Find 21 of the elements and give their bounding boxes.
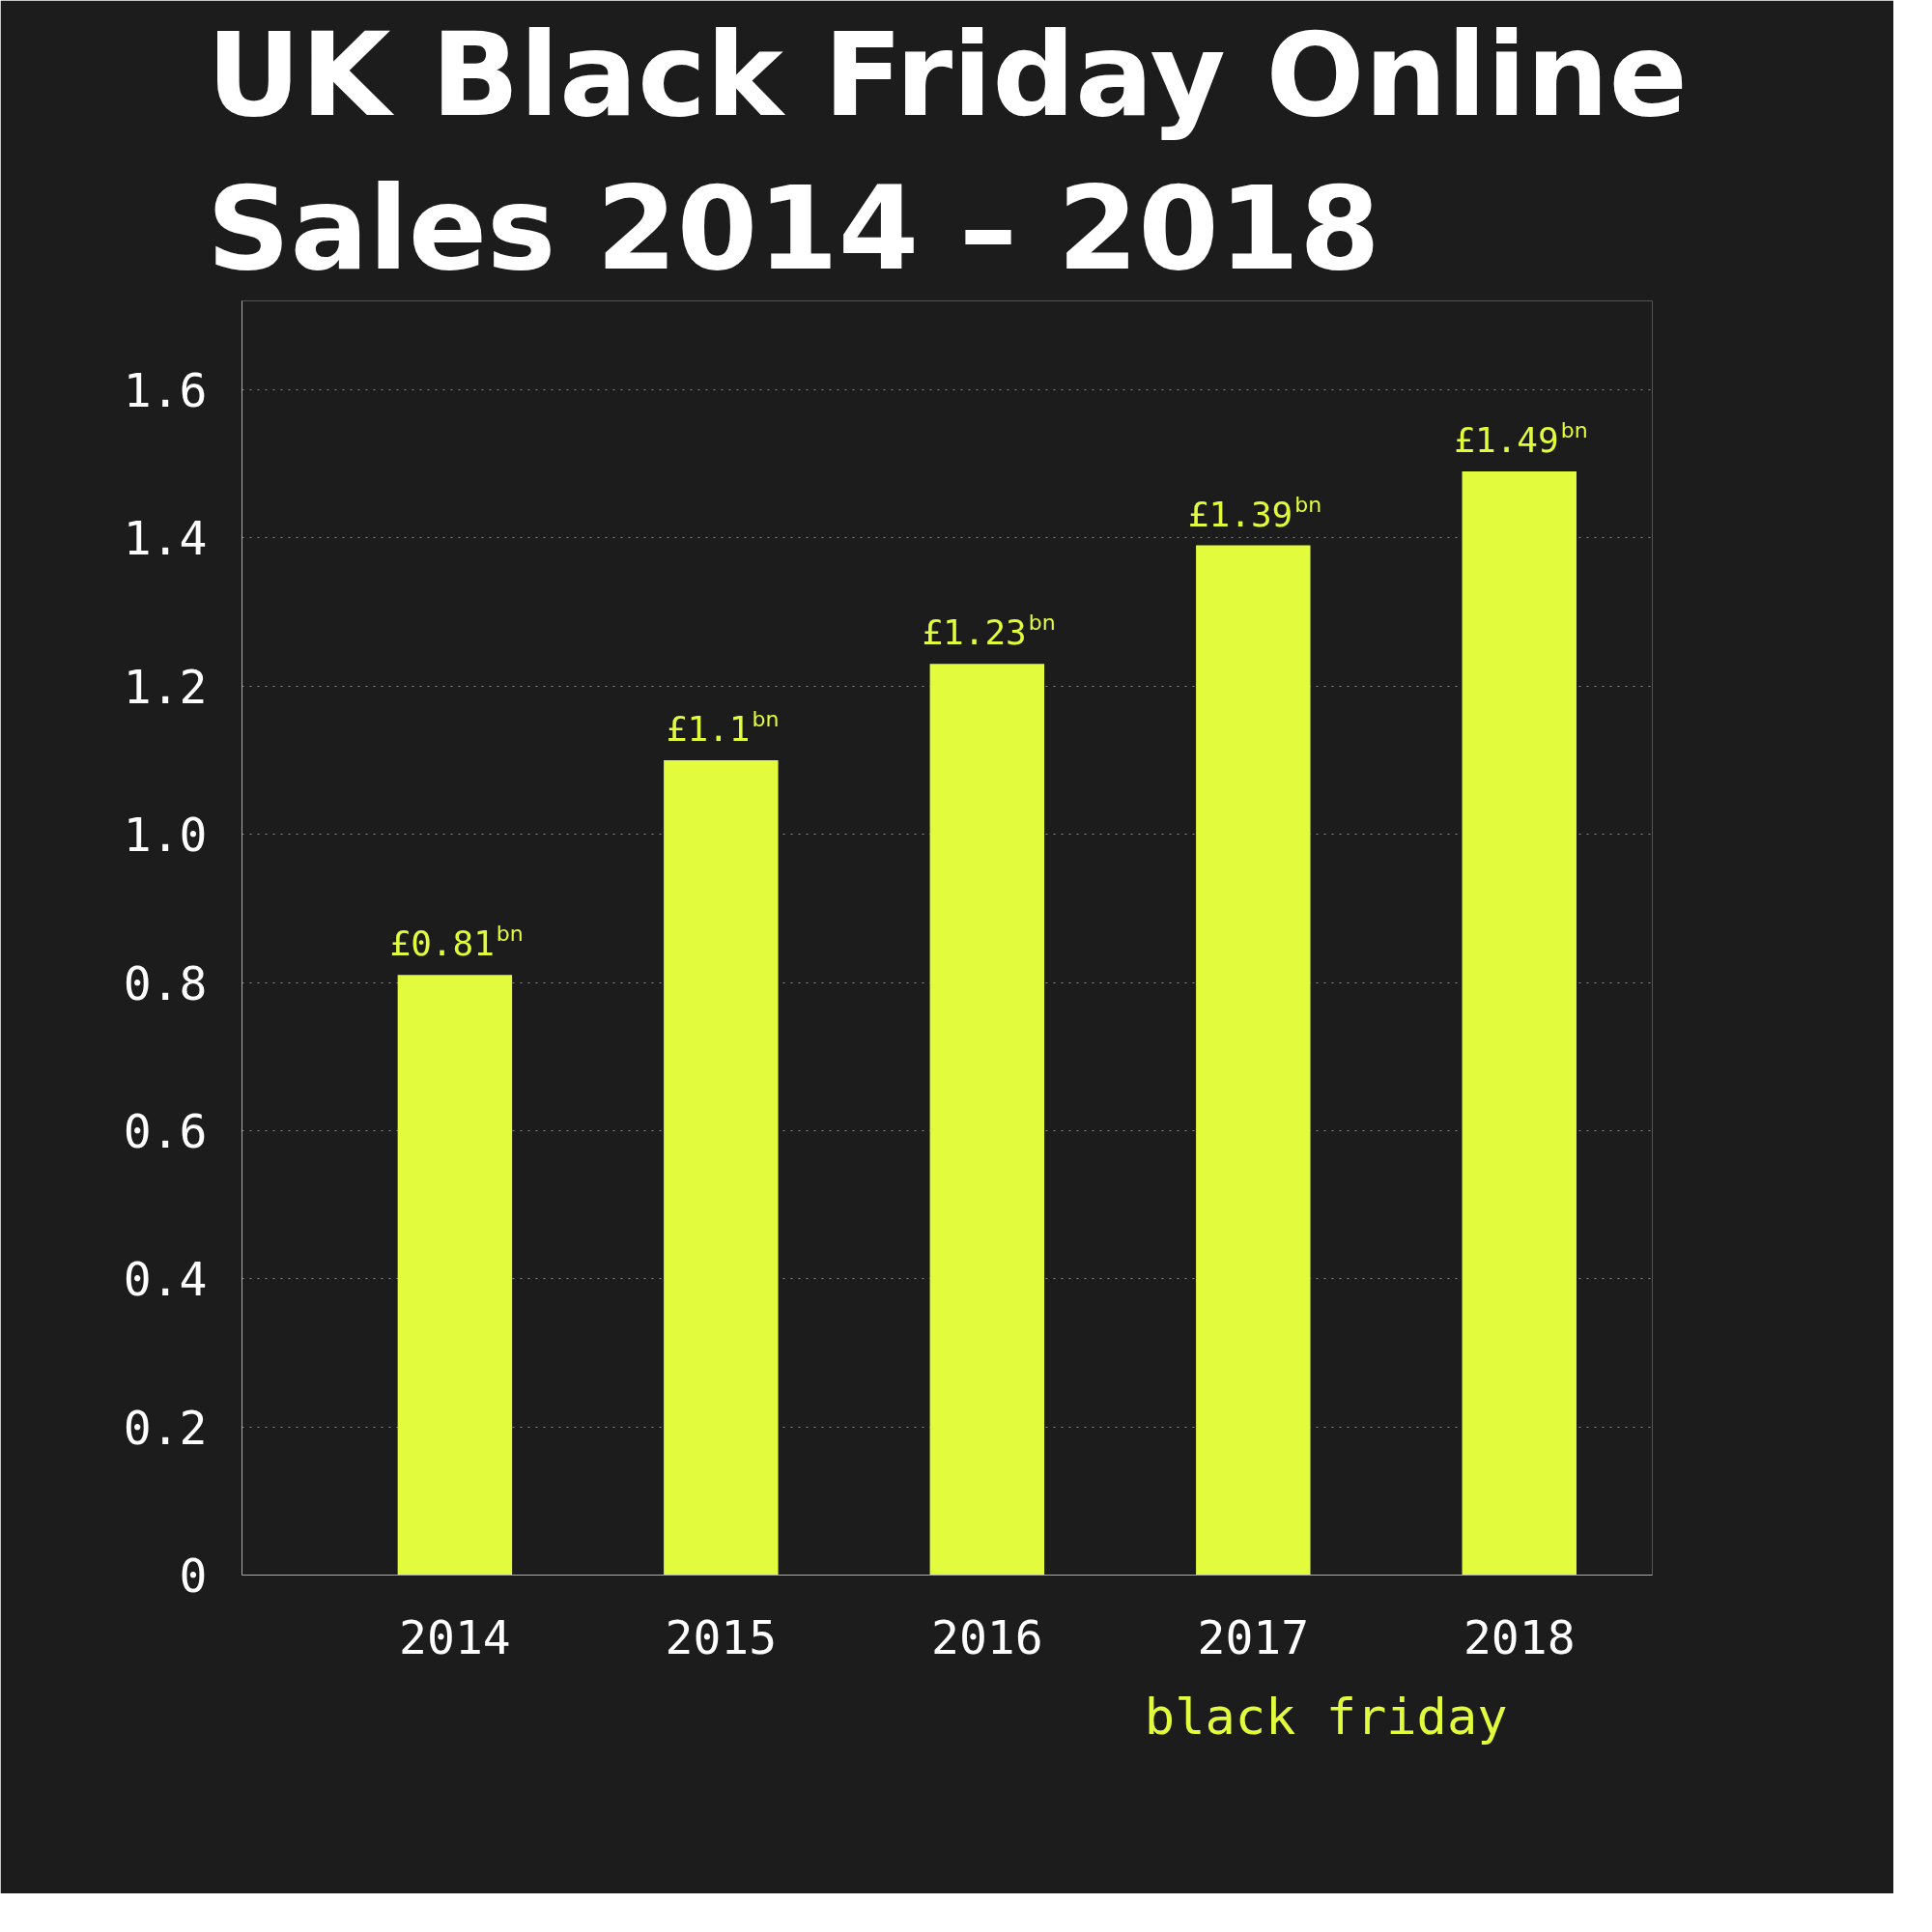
bar [929, 664, 1045, 1576]
y-tick-label: 0.6 [123, 1103, 208, 1158]
text: black friday [1144, 1687, 1508, 1746]
y-tick-label: 0.8 [123, 955, 208, 1010]
x-tick-label: 2014 [399, 1609, 511, 1664]
x-tick-label: 2016 [931, 1609, 1043, 1664]
y-tick-label: 0.2 [123, 1400, 208, 1455]
y-tick-label: 1.2 [123, 659, 208, 714]
y-tick-label: 1.6 [123, 363, 208, 418]
bar [664, 759, 779, 1576]
y-tick-label: 1.4 [123, 511, 208, 566]
x-tick-label: 2015 [665, 1609, 778, 1664]
y-tick-label: 1.0 [123, 808, 208, 863]
x-tick-label: 2018 [1463, 1609, 1576, 1664]
x-tick-label: 2017 [1197, 1609, 1310, 1664]
chart-title: UK Black Friday Online Sales 2014 – 2018 [207, 7, 1688, 297]
y-tick-label: 0.4 [123, 1252, 208, 1307]
bar [397, 975, 513, 1576]
bar [1196, 545, 1311, 1576]
bar [1462, 470, 1577, 1576]
y-tick-label: 0 [179, 1548, 208, 1603]
